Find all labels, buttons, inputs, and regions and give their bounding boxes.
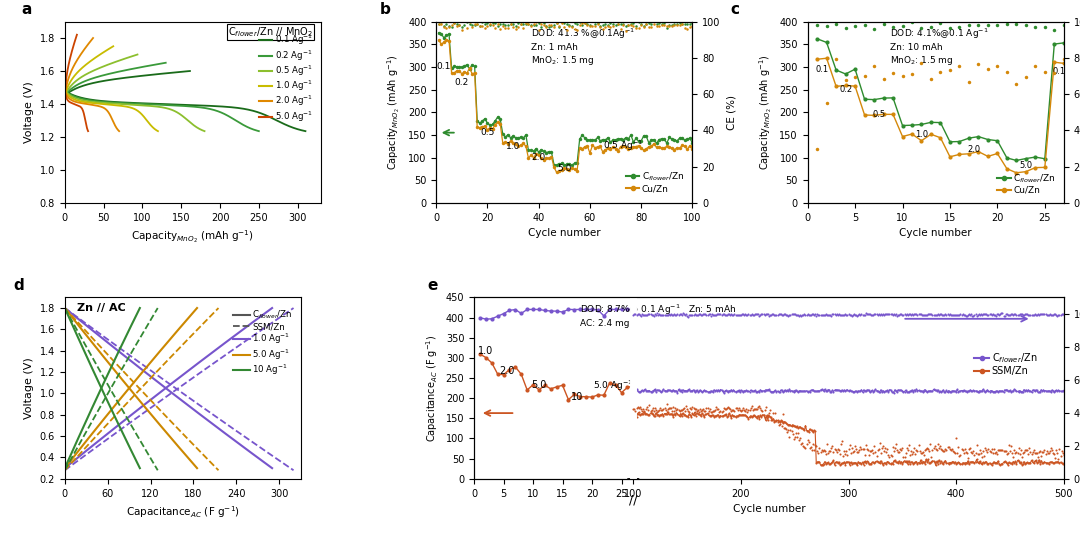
- Text: Zn // AC: Zn // AC: [77, 303, 125, 313]
- Y-axis label: Voltage (V): Voltage (V): [24, 81, 35, 143]
- Text: DOD: 8.7%@ 0.1 Ag$^{-1}$   Zn: 5 mAh
AC: 2.4 mg: DOD: 8.7%@ 0.1 Ag$^{-1}$ Zn: 5 mAh AC: 2…: [580, 303, 737, 328]
- Y-axis label: Capacity$_{MnO_2}$ (mAh g$^{-1}$): Capacity$_{MnO_2}$ (mAh g$^{-1}$): [757, 54, 773, 170]
- X-axis label: Cycle number: Cycle number: [732, 504, 806, 514]
- Text: 0.2: 0.2: [839, 85, 852, 94]
- Text: d: d: [13, 278, 24, 293]
- Legend: C$_{flower}$/Zn, Cu/Zn: C$_{flower}$/Zn, Cu/Zn: [994, 169, 1059, 199]
- Text: 1.0: 1.0: [505, 142, 521, 151]
- X-axis label: Cycle number: Cycle number: [900, 228, 972, 238]
- Y-axis label: Capacity$_{MnO_2}$ (mAh g$^{-1}$): Capacity$_{MnO_2}$ (mAh g$^{-1}$): [386, 54, 403, 170]
- Text: 5.0: 5.0: [557, 165, 571, 173]
- Y-axis label: Voltage (V): Voltage (V): [24, 357, 35, 419]
- Text: 1.0: 1.0: [915, 131, 928, 139]
- Text: b: b: [380, 2, 391, 17]
- Text: 0.5: 0.5: [481, 128, 495, 137]
- Text: 0.1: 0.1: [815, 65, 828, 74]
- Y-axis label: Capacitance$_{AC}$ (F g$^{-1}$): Capacitance$_{AC}$ (F g$^{-1}$): [424, 335, 441, 442]
- Text: 5.0 Ag$^{-1}$: 5.0 Ag$^{-1}$: [593, 379, 633, 393]
- Text: e: e: [427, 278, 437, 293]
- Text: 5.0: 5.0: [531, 380, 546, 390]
- Legend: C$_{flower}$/Zn, SSM/Zn: C$_{flower}$/Zn, SSM/Zn: [970, 348, 1041, 380]
- Text: 1.0: 1.0: [478, 346, 494, 356]
- X-axis label: Cycle number: Cycle number: [528, 228, 600, 238]
- Text: C$_{flower}$/Zn // MnO$_2$: C$_{flower}$/Zn // MnO$_2$: [228, 25, 313, 39]
- Text: 2.0: 2.0: [967, 145, 981, 154]
- Text: 0.1: 0.1: [1053, 67, 1066, 76]
- Text: 10: 10: [571, 392, 583, 402]
- Text: 0.1: 0.1: [436, 62, 451, 72]
- Y-axis label: CE (%): CE (%): [726, 95, 737, 130]
- Text: 5.0: 5.0: [1020, 161, 1032, 171]
- Text: 2.0: 2.0: [531, 153, 545, 162]
- Text: 0.2: 0.2: [455, 79, 469, 87]
- Legend: C$_{flower}$/Zn, SSM/Zn, 1.0 Ag$^{-1}$, 5.0 Ag$^{-1}$, 10 Ag$^{-1}$: C$_{flower}$/Zn, SSM/Zn, 1.0 Ag$^{-1}$, …: [229, 305, 296, 380]
- Text: a: a: [22, 2, 31, 17]
- Text: DOD: 4.1%@0.1 Ag$^{-1}$
Zn: 10 mAh
MnO$_2$: 1.5 mg: DOD: 4.1%@0.1 Ag$^{-1}$ Zn: 10 mAh MnO$_…: [890, 27, 988, 67]
- Text: 0.5: 0.5: [873, 110, 886, 119]
- Text: 2.0: 2.0: [499, 366, 514, 376]
- Legend: 0.1 Ag$^{-1}$, 0.2 Ag$^{-1}$, 0.5 Ag$^{-1}$, 1.0 Ag$^{-1}$, 2.0 Ag$^{-1}$, 5.0 A: 0.1 Ag$^{-1}$, 0.2 Ag$^{-1}$, 0.5 Ag$^{-…: [256, 30, 316, 127]
- Text: //: //: [629, 493, 637, 506]
- Legend: C$_{flower}$/Zn, Cu/Zn: C$_{flower}$/Zn, Cu/Zn: [622, 167, 688, 197]
- X-axis label: Capacitance$_{AC}$ (F g$^{-1}$): Capacitance$_{AC}$ (F g$^{-1}$): [125, 504, 240, 520]
- Text: DOD: 41.3 %@0.1Ag$^{-1}$
Zn: 1 mAh
MnO$_2$: 1.5 mg: DOD: 41.3 %@0.1Ag$^{-1}$ Zn: 1 mAh MnO$_…: [531, 27, 635, 67]
- X-axis label: Capacity$_{MnO_2}$ (mAh g$^{-1}$): Capacity$_{MnO_2}$ (mAh g$^{-1}$): [132, 228, 255, 245]
- Text: c: c: [731, 2, 740, 17]
- Text: 0.5 Ag$^{-1}$: 0.5 Ag$^{-1}$: [603, 138, 643, 153]
